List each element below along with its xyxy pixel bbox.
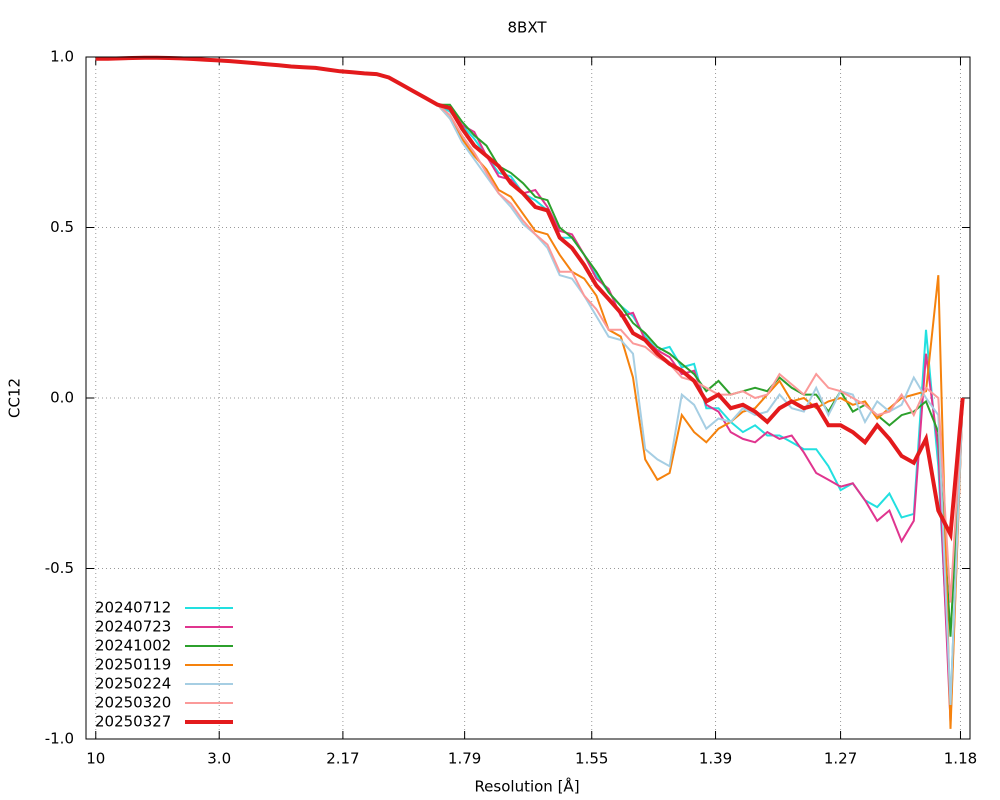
- x-tick-label: 1.55: [575, 750, 608, 768]
- y-tick-label: 0.0: [50, 389, 74, 407]
- x-tick-label: 1.79: [448, 750, 481, 768]
- x-tick-label: 1.18: [944, 750, 977, 768]
- y-tick-label: 0.5: [50, 218, 74, 236]
- legend-label: 20250224: [95, 675, 171, 693]
- legend-label: 20250320: [95, 694, 171, 712]
- plot-border: [85, 56, 971, 740]
- legend-label: 20250119: [95, 656, 171, 674]
- x-tick-label: 1.27: [824, 750, 857, 768]
- legend-label: 20240723: [95, 618, 171, 636]
- y-tick-label: -0.5: [45, 559, 74, 577]
- x-tick-label: 1.39: [699, 750, 732, 768]
- y-tick-label: -1.0: [45, 730, 74, 748]
- x-tick-label: 3.0: [207, 750, 231, 768]
- y-tick-label: 1.0: [50, 48, 74, 66]
- legend-label: 20250327: [95, 713, 171, 731]
- x-tick-label: 2.17: [326, 750, 359, 768]
- x-axis-label: Resolution [Å]: [474, 777, 579, 796]
- legend-label: 20241002: [95, 637, 171, 655]
- y-axis-label: CC12: [6, 378, 24, 418]
- series-line: [95, 55, 965, 542]
- legend-label: 20240712: [95, 599, 171, 617]
- chart-title: 8BXT: [507, 19, 547, 37]
- x-tick-label: 10: [86, 750, 105, 768]
